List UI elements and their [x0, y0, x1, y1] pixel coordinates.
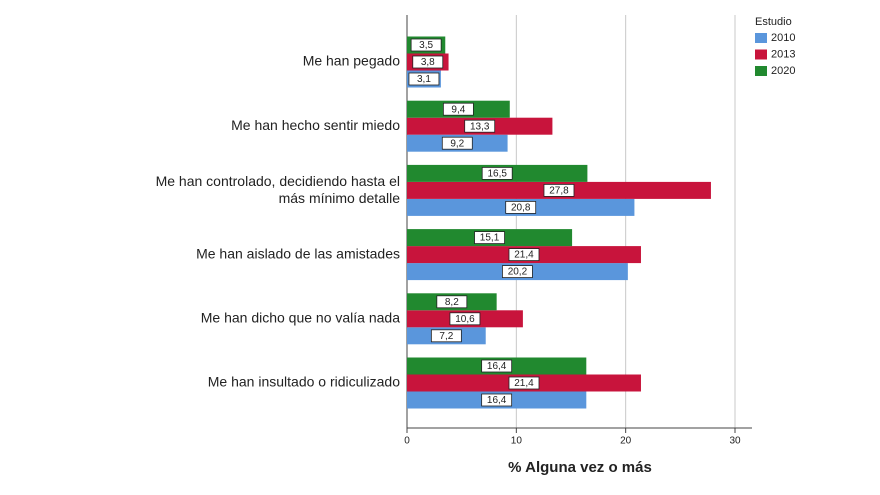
x-tick-label: 0	[404, 436, 410, 447]
value-label-box	[436, 295, 468, 309]
legend-label: 2013	[771, 48, 795, 60]
value-label-box	[481, 359, 513, 373]
value-label: 21,4	[514, 250, 534, 261]
value-label-box	[449, 312, 481, 326]
y-tick-label: Me han pegado	[303, 53, 401, 69]
value-label: 3,5	[419, 40, 433, 51]
value-label-box	[442, 102, 474, 116]
value-label: 15,1	[480, 233, 500, 244]
legend-swatch	[755, 66, 767, 76]
value-label-box	[464, 119, 496, 133]
value-label-box	[474, 231, 505, 245]
value-label: 16,5	[487, 169, 507, 180]
legend-swatch	[755, 49, 767, 60]
y-tick-label: Me han hecho sentir miedo	[231, 117, 400, 133]
value-label: 3,1	[417, 74, 431, 85]
value-label-box	[505, 200, 537, 214]
value-label: 13,3	[470, 121, 490, 132]
legend-title: Estudio	[755, 16, 792, 28]
value-label-box	[412, 55, 444, 69]
legend-label: 2010	[771, 32, 795, 44]
value-label-box	[502, 265, 533, 279]
value-label-box	[410, 38, 442, 52]
value-label: 8,2	[445, 297, 459, 308]
value-label-box	[441, 136, 473, 150]
y-tick-label: Me han aislado de las amistades	[196, 245, 400, 261]
x-tick-label: 10	[511, 436, 523, 447]
value-label-box	[408, 72, 440, 86]
y-tick-label: Me han controlado, decidiendo hasta el má…	[156, 173, 401, 206]
value-label-box	[543, 183, 575, 197]
value-label: 3,8	[421, 57, 435, 68]
value-label: 21,4	[514, 378, 534, 389]
value-label: 9,2	[450, 138, 464, 149]
value-label-box	[481, 393, 513, 407]
value-label-box	[481, 166, 513, 180]
legend-label: 2020	[771, 65, 795, 77]
x-tick-label: 30	[729, 436, 741, 447]
x-tick-label: 20	[620, 436, 632, 447]
value-label-box	[508, 376, 540, 390]
value-label: 7,2	[439, 331, 453, 342]
value-label-box	[430, 329, 462, 343]
y-tick-label: Me han insultado o ridiculizado	[208, 374, 400, 390]
value-label-box	[508, 248, 540, 262]
y-tick-label: Me han dicho que no valía nada	[201, 310, 400, 326]
value-label: 27,8	[549, 186, 569, 197]
value-label: 20,8	[511, 203, 531, 214]
value-label: 20,2	[508, 267, 528, 278]
legend-swatch	[755, 33, 767, 43]
x-axis-label: % Alguna vez o más	[508, 459, 652, 476]
value-label: 16,4	[487, 395, 507, 406]
value-label: 10,6	[455, 314, 475, 325]
value-label: 16,4	[487, 361, 507, 372]
value-label: 9,4	[451, 104, 465, 115]
